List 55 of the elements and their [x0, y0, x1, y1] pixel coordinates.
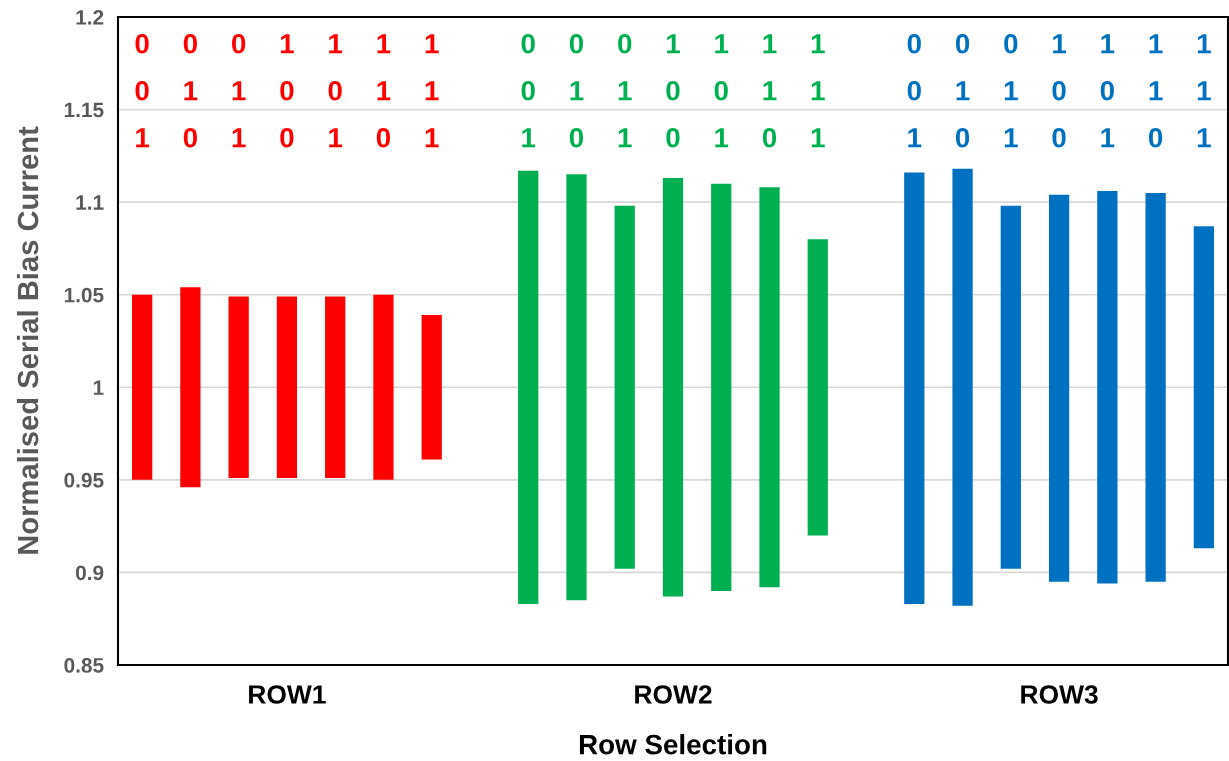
annotation: 1 1 0: [376, 34, 391, 148]
annotation: 1 0 0: [280, 34, 294, 148]
annotation: 0 1 1: [232, 33, 246, 148]
annotation: 0 1 0: [569, 33, 584, 148]
bar: [904, 172, 925, 604]
bar: [759, 187, 780, 588]
bar: [276, 296, 298, 479]
y-tick-label: 1.2: [76, 10, 104, 25]
annotation: 1 0 1: [714, 34, 729, 148]
bar: [1097, 191, 1118, 584]
bar: [952, 168, 973, 606]
bar: [711, 183, 732, 591]
annotation: 1 1 0: [762, 34, 777, 148]
x-tick-label: ROW3: [1021, 685, 1098, 704]
annotation: 1 1 0: [1148, 34, 1163, 148]
y-tick-label: 1.05: [64, 287, 104, 303]
bar: [614, 205, 635, 569]
annotation: 1 0 0: [666, 34, 680, 148]
annotation: 0 0 1: [135, 33, 150, 148]
y-tick-label: 0.95: [64, 472, 104, 488]
annotation: 1 0 1: [1100, 34, 1115, 148]
bar: [1193, 226, 1214, 549]
annotation: 1 0 0: [1052, 34, 1067, 148]
annotation: 1 1 1: [811, 34, 825, 148]
bar: [1048, 194, 1070, 582]
bar: [1145, 192, 1166, 582]
bar: [373, 294, 394, 480]
bar: [132, 294, 153, 480]
x-tick-label: ROW1: [249, 685, 326, 704]
bar: [180, 287, 201, 488]
bar: [807, 239, 828, 536]
bar: [228, 296, 249, 479]
x-axis-title: Row Selection: [579, 734, 767, 755]
annotation: 0 0 1: [521, 33, 536, 148]
y-tick-label: 1: [93, 380, 104, 395]
annotation: 1 1 1: [1197, 34, 1211, 148]
annotation: 0 1 0: [183, 33, 198, 148]
bar: [421, 315, 442, 460]
x-tick-label: ROW2: [635, 685, 712, 704]
annotation: 1 0 1: [328, 34, 343, 148]
bar: [1000, 205, 1021, 569]
annotation: 1 1 1: [425, 34, 439, 148]
y-tick-label: 1.15: [64, 102, 104, 118]
annotation: 0 1 1: [618, 33, 632, 148]
annotation: 0 1 0: [955, 33, 970, 148]
y-axis-title: Normalised Serial Bias Current: [16, 126, 39, 554]
annotation: 0 0 1: [907, 33, 922, 148]
bar: [518, 170, 539, 604]
y-tick-label: 0.9: [75, 565, 104, 581]
bar: [662, 178, 684, 597]
bar: [325, 296, 346, 479]
y-tick-label: 1.1: [76, 195, 104, 210]
bar: [566, 174, 587, 601]
y-tick-label: 0.85: [64, 658, 104, 673]
annotation: 0 1 1: [1004, 33, 1018, 148]
